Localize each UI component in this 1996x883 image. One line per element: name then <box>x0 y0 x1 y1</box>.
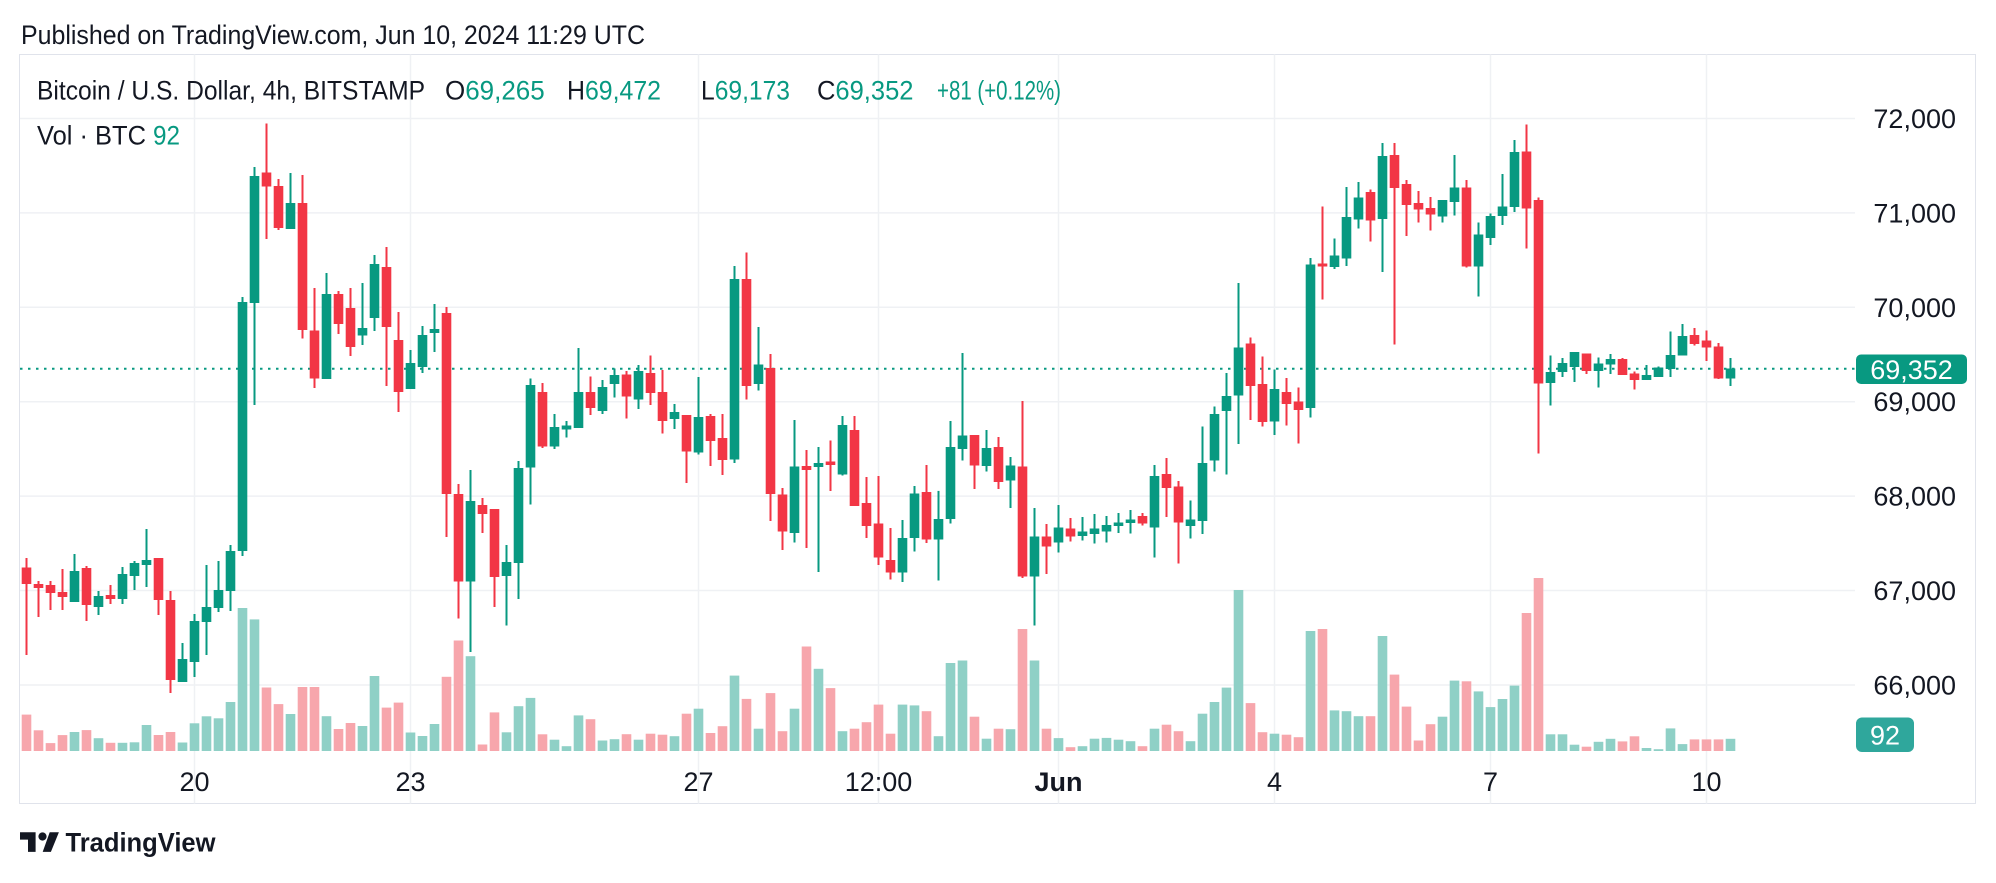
svg-text:69,000: 69,000 <box>1873 387 1956 417</box>
svg-text:20: 20 <box>179 767 209 797</box>
svg-text:C69,352: C69,352 <box>817 75 914 105</box>
svg-text:66,000: 66,000 <box>1873 671 1956 701</box>
svg-text:23: 23 <box>395 767 425 797</box>
svg-text:68,000: 68,000 <box>1873 482 1956 512</box>
svg-text:L69,173: L69,173 <box>701 75 790 105</box>
svg-text:TradingView: TradingView <box>66 828 217 858</box>
svg-text:92: 92 <box>153 121 180 151</box>
svg-text:4: 4 <box>1267 767 1282 797</box>
svg-text:70,000: 70,000 <box>1873 293 1956 323</box>
svg-text:Bitcoin / U.S. Dollar, 4h, BIT: Bitcoin / U.S. Dollar, 4h, BITSTAMP <box>37 75 425 105</box>
svg-text:Jun: Jun <box>1034 767 1082 797</box>
svg-text:71,000: 71,000 <box>1873 198 1956 228</box>
svg-text:7: 7 <box>1483 767 1498 797</box>
svg-text:72,000: 72,000 <box>1873 104 1956 134</box>
svg-text:67,000: 67,000 <box>1873 576 1956 606</box>
svg-text:Vol · BTC: Vol · BTC <box>37 121 146 151</box>
svg-text:69,352: 69,352 <box>1870 355 1953 385</box>
svg-text:10: 10 <box>1691 767 1721 797</box>
svg-text:Published on TradingView.com,: Published on TradingView.com, Jun 10, 20… <box>21 20 645 50</box>
svg-text:O69,265: O69,265 <box>445 75 545 105</box>
svg-text:92: 92 <box>1870 721 1900 751</box>
svg-text:H69,472: H69,472 <box>567 75 661 105</box>
svg-text:+81 (+0.12%): +81 (+0.12%) <box>937 75 1061 105</box>
svg-text:12:00: 12:00 <box>845 767 913 797</box>
svg-text:27: 27 <box>683 767 713 797</box>
